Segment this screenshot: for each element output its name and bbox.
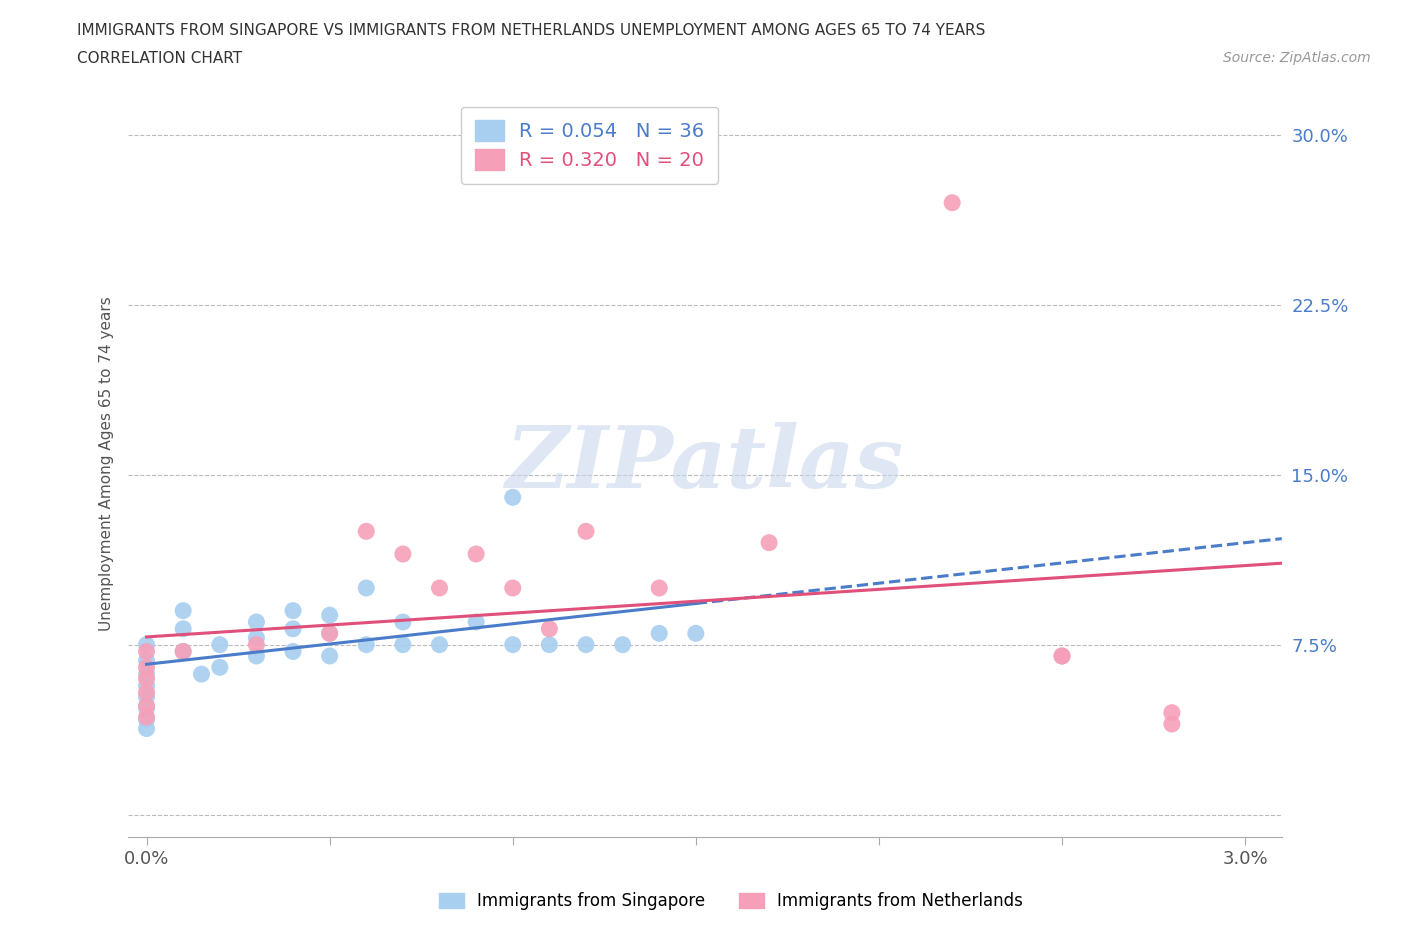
Point [245,637,267,652]
Point [281,604,304,618]
Point [318,608,340,623]
Point [135,721,157,736]
Point [281,621,304,636]
Point [392,547,415,562]
Point [429,580,451,595]
Point [172,644,194,658]
Point [1050,648,1073,663]
Point [172,604,194,618]
Point [135,660,157,675]
Point [685,626,707,641]
Point [356,524,378,538]
Point [135,684,157,699]
Point [538,621,561,636]
Point [1050,648,1073,663]
Point [172,621,194,636]
Point [135,644,157,658]
Point [135,710,157,724]
Point [135,689,157,704]
Point [648,626,671,641]
Point [465,615,488,630]
Point [318,626,340,641]
Point [429,637,451,652]
Point [575,637,598,652]
Text: IMMIGRANTS FROM SINGAPORE VS IMMIGRANTS FROM NETHERLANDS UNEMPLOYMENT AMONG AGES: IMMIGRANTS FROM SINGAPORE VS IMMIGRANTS … [77,23,986,38]
Point [538,637,561,652]
Point [392,615,415,630]
Point [245,631,267,645]
Text: Source: ZipAtlas.com: Source: ZipAtlas.com [1223,51,1371,65]
Point [245,615,267,630]
Point [135,700,157,715]
Point [758,536,780,551]
Y-axis label: Unemployment Among Ages 65 to 74 years: Unemployment Among Ages 65 to 74 years [100,296,114,631]
Point [318,648,340,663]
Point [502,580,524,595]
Point [135,678,157,693]
Point [135,637,157,652]
Point [135,671,157,686]
Point [318,626,340,641]
Point [135,653,157,668]
Point [1160,705,1182,720]
Point [502,490,524,505]
Point [612,637,634,652]
Point [502,637,524,652]
Point [356,580,378,595]
Point [172,644,194,658]
Point [245,648,267,663]
Point [208,637,231,652]
Text: ZIPatlas: ZIPatlas [506,421,904,505]
Point [941,195,963,210]
Point [135,712,157,727]
Text: CORRELATION CHART: CORRELATION CHART [77,51,242,66]
Point [356,637,378,652]
Point [208,660,231,675]
Point [190,667,212,682]
Legend: Immigrants from Singapore, Immigrants from Netherlands: Immigrants from Singapore, Immigrants fr… [433,885,1029,917]
Point [392,637,415,652]
Point [281,644,304,658]
Point [135,698,157,713]
Point [575,524,598,538]
Point [135,667,157,682]
Legend: R = 0.054   N = 36, R = 0.320   N = 20: R = 0.054 N = 36, R = 0.320 N = 20 [461,107,718,184]
Point [1160,716,1182,731]
Point [465,547,488,562]
Point [648,580,671,595]
